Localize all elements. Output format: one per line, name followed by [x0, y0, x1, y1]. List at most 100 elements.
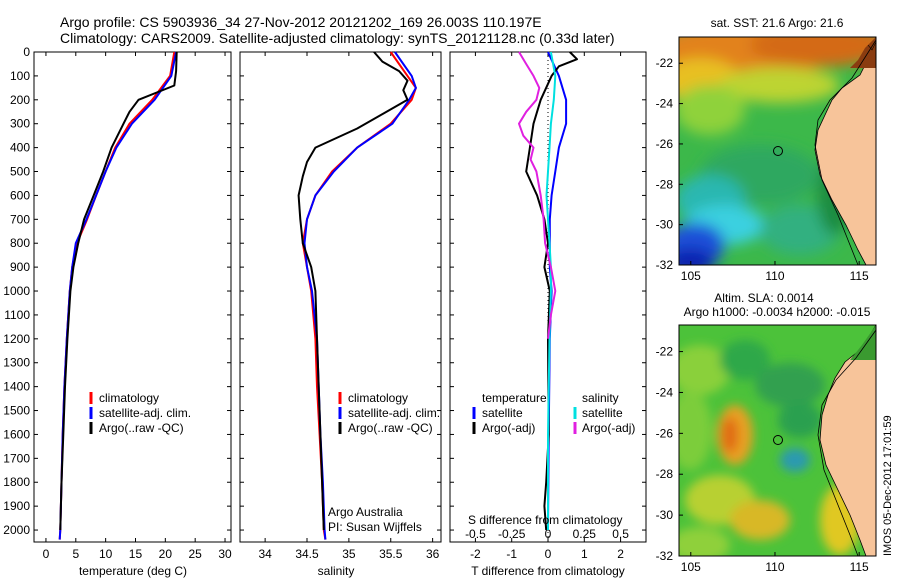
x-tick-label: 34 [258, 547, 272, 561]
series-line-climatology [301, 51, 417, 540]
y-tick-label: 800 [10, 236, 30, 250]
sla-axes: 105 110 115 -22 -24 -26 -28 -30 -32 [656, 345, 869, 574]
y-tick-label: 2000 [3, 523, 30, 537]
map-x-tick-label: 115 [850, 269, 869, 283]
plot-frame [239, 51, 442, 543]
y-tick-label: 200 [10, 93, 30, 107]
map-x-tick-label: 105 [681, 560, 701, 574]
s-difference-label: S difference from climatology [468, 513, 623, 527]
salinity-panel: 34 34.5 35 35.5 36 [239, 51, 442, 561]
sst-axes: 105 110 115 -22 -24 -26 -28 -30 -32 [656, 56, 869, 283]
temperature-xlabel: temperature (deg C) [79, 564, 187, 578]
legend-label-climatology-s: climatology [348, 391, 408, 405]
x-tick-top-label: -0.5 [465, 527, 486, 541]
map-y-tick-label: -28 [656, 467, 674, 481]
sla-map-title: Altim. SLA: 0.0014 [714, 291, 814, 305]
sla-map-subtitle: Argo h1000: -0.0034 h2000: -0.015 [684, 305, 871, 319]
series-line-climatology [58, 51, 176, 540]
sla-isobath [817, 329, 876, 556]
legend-label-t-satellite: satellite [482, 406, 523, 420]
x-tick-label: 20 [159, 547, 173, 561]
side-caption: IMOS 05-Dec-2012 17:01:59 [882, 415, 894, 556]
temperature-panel: 0 5 10 15 20 25 300100200300400500600700800900… [3, 45, 232, 561]
y-tick-label: 1600 [3, 427, 30, 441]
map-y-tick-label: -24 [656, 97, 674, 111]
sst-map-title: sat. SST: 21.6 Argo: 21.6 [711, 16, 844, 30]
series-line-salinity-satellite [545, 51, 557, 530]
header-line-1: Argo profile: CS 5903936_34 27-Nov-2012 … [60, 14, 542, 30]
series-line-satellite-adj-clim- [58, 51, 178, 540]
x-tick-top-label: 0 [545, 527, 552, 541]
legend-header-salinity: salinity [582, 391, 619, 405]
difference-panel: -2 -1 0 1 2 -0.5 -0.25 0 0.25 0.5 [449, 51, 647, 561]
x-tick-label: 34.5 [295, 547, 319, 561]
x-tick-top-label: -0.25 [498, 527, 526, 541]
x-tick-label: 10 [99, 547, 113, 561]
x-tick-label: 30 [218, 547, 232, 561]
x-tick-label: 2 [617, 547, 624, 561]
x-tick-label: 1 [581, 547, 588, 561]
y-tick-label: 700 [10, 212, 30, 226]
series-line-argo-raw-qc- [59, 51, 178, 531]
map-y-tick-label: -32 [656, 258, 674, 272]
pi-label: PI: Susan Wijffels [328, 520, 422, 534]
map-y-tick-label: -26 [656, 137, 674, 151]
series-line-argo-raw-qc- [297, 51, 409, 531]
sst-map: sat. SST: 21.6 Argo: 21.6 [656, 16, 877, 283]
sla-map: Altim. SLA: 0.0014 Argo h1000: -0.0034 h… [656, 291, 877, 574]
y-tick-label: 1500 [3, 404, 30, 418]
y-tick-label: 900 [10, 260, 30, 274]
difference-xlabel: T difference from climatology [471, 564, 625, 578]
legend-label-argo-s: Argo(..raw -QC) [348, 421, 433, 435]
map-y-tick-label: -32 [656, 549, 674, 563]
x-tick-label: 36 [426, 547, 440, 561]
y-tick-label: 1700 [3, 451, 30, 465]
sst-profile-marker [773, 146, 783, 156]
map-x-tick-label: 110 [765, 560, 784, 574]
legend-label-satellite: satellite-adj. clim. [99, 406, 191, 420]
sst-land [814, 37, 876, 265]
legend-label-s-argo: Argo(-adj) [582, 421, 635, 435]
salinity-legend: climatology satellite-adj. clim. Argo(..… [328, 391, 440, 534]
map-y-tick-label: -30 [656, 508, 674, 522]
x-tick-top-label: 0.5 [612, 527, 629, 541]
map-y-tick-label: -26 [656, 426, 674, 440]
legend-header-temperature: temperature [482, 391, 547, 405]
x-tick-label: 5 [72, 547, 79, 561]
map-x-tick-label: 115 [850, 560, 869, 574]
plot-frame [33, 51, 232, 543]
legend-label-s-satellite: satellite [582, 406, 623, 420]
y-tick-label: 1200 [3, 332, 30, 346]
legend-label-satellite-s: satellite-adj. clim. [348, 406, 440, 420]
y-tick-label: 0 [23, 45, 30, 59]
y-tick-label: 1800 [3, 475, 30, 489]
map-y-tick-label: -30 [656, 218, 674, 232]
y-tick-label: 1100 [4, 308, 30, 322]
y-tick-label: 500 [10, 165, 30, 179]
sst-isobath [814, 39, 876, 265]
x-tick-label: 0 [545, 547, 552, 561]
y-tick-label: 1000 [3, 284, 30, 298]
map-y-tick-label: -22 [656, 345, 674, 359]
legend-label-argo: Argo(..raw -QC) [99, 421, 184, 435]
x-tick-label: 35 [342, 547, 356, 561]
y-tick-label: 600 [10, 188, 30, 202]
map-y-tick-label: -28 [656, 177, 674, 191]
y-tick-label: 1300 [3, 356, 30, 370]
salinity-xlabel: salinity [318, 564, 355, 578]
x-tick-label: 35.5 [379, 547, 403, 561]
map-x-tick-label: 105 [681, 269, 701, 283]
header-line-2: Climatology: CARS2009. Satellite-adjuste… [60, 30, 615, 46]
sla-profile-marker [773, 435, 783, 445]
difference-legend: temperature salinity satellite Argo(-adj… [468, 391, 635, 527]
x-tick-label: 15 [129, 547, 143, 561]
x-tick-label: -2 [470, 547, 481, 561]
y-tick-label: 400 [10, 141, 30, 155]
series-line-salinity-argo-adj- [518, 51, 557, 339]
legend-label-climatology: climatology [99, 391, 159, 405]
temperature-legend: climatology satellite-adj. clim. Argo(..… [89, 391, 191, 435]
legend-label-t-argo: Argo(-adj) [482, 421, 535, 435]
y-tick-label: 1400 [3, 380, 30, 394]
argo-australia-label: Argo Australia [328, 505, 403, 519]
